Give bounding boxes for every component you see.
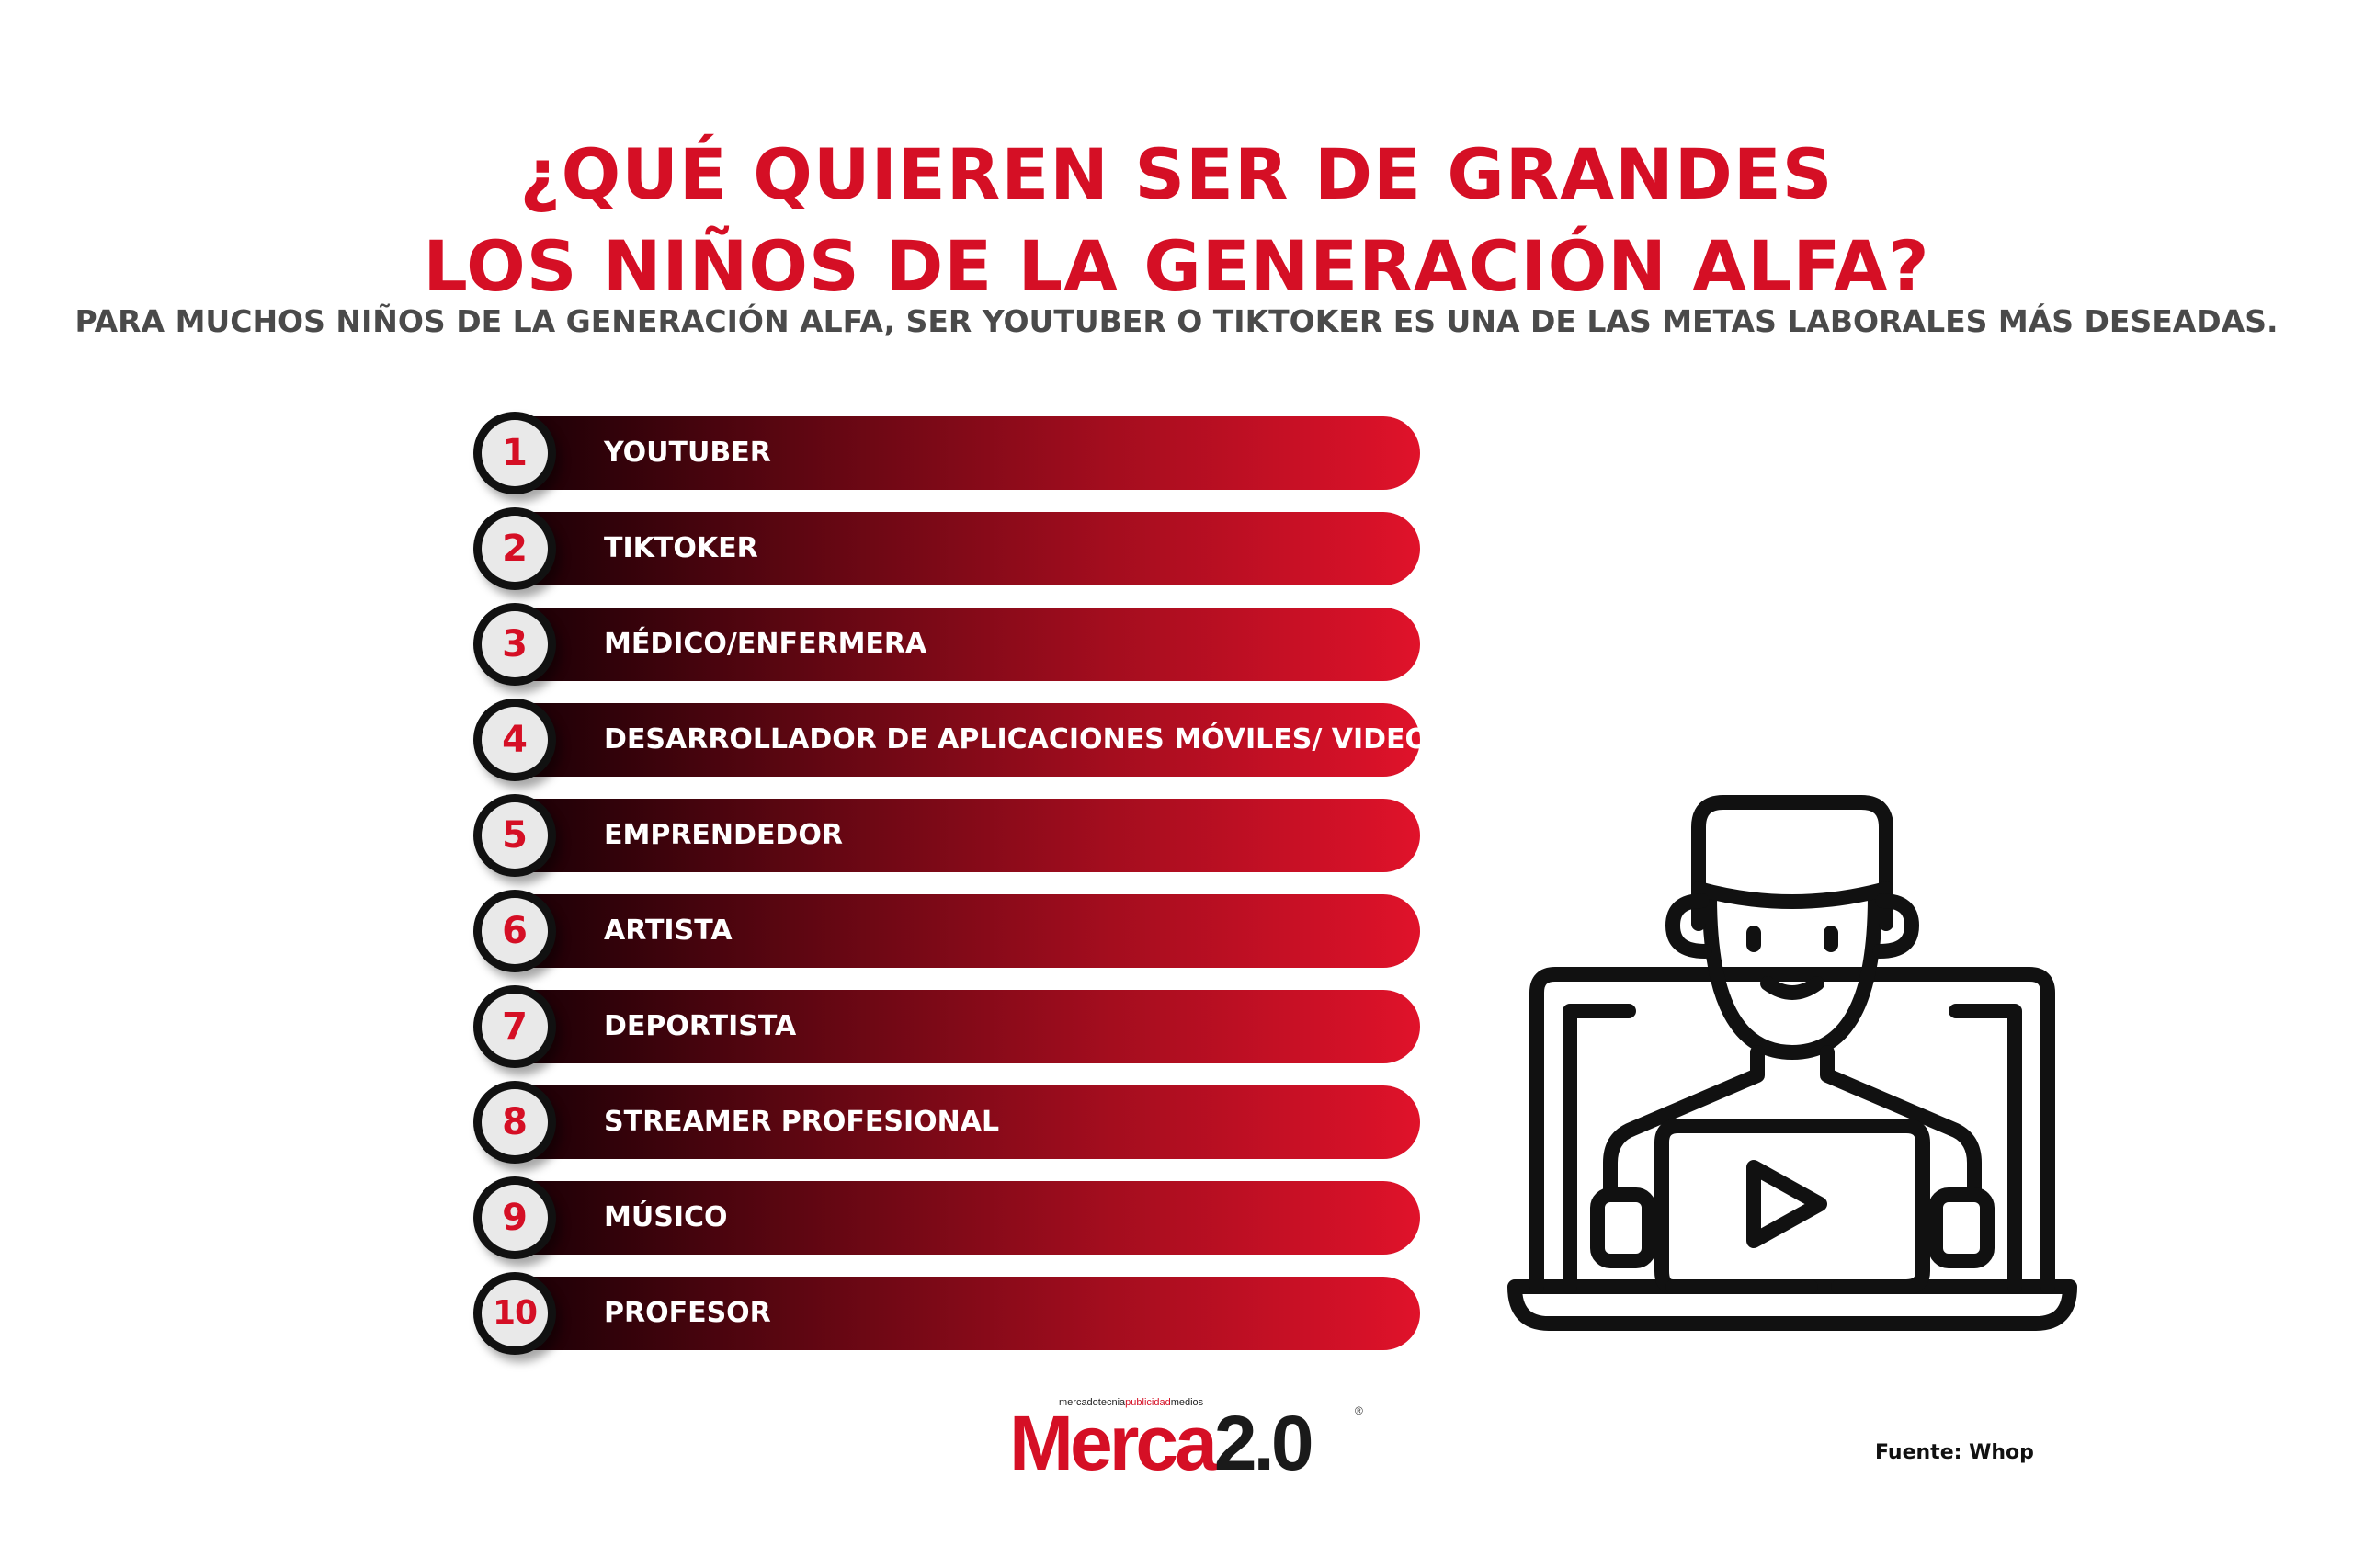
logo-word-version: 2.0 (1213, 1400, 1314, 1486)
rank-number: 7 (482, 994, 548, 1060)
logo-tagline: mercadotecniapublicidadmedios (1059, 1397, 1203, 1408)
ranking-label: DESARROLLADOR DE APLICACIONES MÓVILES/ V… (604, 723, 1546, 756)
title-line-2: LOS NIÑOS DE LA GENERACIÓN ALFA? (423, 225, 1930, 307)
rank-number: 10 (482, 1280, 548, 1346)
logo-tag-part: mercadotecnia (1059, 1397, 1126, 1408)
page-title: ¿QUÉ QUIEREN SER DE GRANDES LOS NIÑOS DE… (0, 129, 2353, 312)
youtuber-laptop-icon (1507, 795, 2077, 1331)
ranking-label: STREAMER PROFESIONAL (604, 1106, 1000, 1138)
source-note: Fuente: Whop (1875, 1441, 2034, 1464)
rank-badge: 5 (473, 794, 556, 877)
ranking-bar (524, 1085, 1420, 1159)
ranking-bar (524, 990, 1420, 1063)
ranking-label: DEPORTISTA (604, 1010, 797, 1042)
ranking-bar (524, 1181, 1420, 1255)
ranking-item: YOUTUBER 1 (473, 412, 1420, 494)
ranking-item: TIKTOKER 2 (473, 507, 1420, 590)
page-subtitle: PARA MUCHOS NIÑOS DE LA GENERACIÓN ALFA,… (74, 303, 2279, 339)
rank-number: 2 (482, 516, 548, 582)
merca-logo: mercadotecniapublicidadmedios Merca2.0 ® (1009, 1397, 1368, 1482)
ranking-label: ARTISTA (604, 915, 733, 947)
ranking-bar (524, 1277, 1420, 1350)
ranking-item: EMPRENDEDOR 5 (473, 794, 1420, 877)
ranking-label: EMPRENDEDOR (604, 819, 843, 851)
rank-badge: 6 (473, 890, 556, 972)
ranking-item: DEPORTISTA 7 (473, 985, 1420, 1068)
ranking-label: MÉDICO/ENFERMERA (604, 628, 927, 660)
ranking-bar (524, 416, 1420, 490)
rank-badge: 2 (473, 507, 556, 590)
rank-number: 3 (482, 611, 548, 677)
ranking-bar (524, 608, 1420, 681)
ranking-label: YOUTUBER (604, 437, 771, 469)
rank-number: 4 (482, 707, 548, 773)
ranking-label: TIKTOKER (604, 532, 758, 564)
rank-badge: 9 (473, 1176, 556, 1259)
ranking-item: MÉDICO/ENFERMERA 3 (473, 603, 1420, 686)
ranking-bar (524, 512, 1420, 585)
registered-mark: ® (1355, 1404, 1363, 1417)
ranking-label: PROFESOR (604, 1297, 771, 1329)
logo-tag-part: publicidad (1125, 1397, 1171, 1408)
rank-badge: 3 (473, 603, 556, 686)
rank-number: 5 (482, 802, 548, 869)
ranking-item: STREAMER PROFESIONAL 8 (473, 1081, 1420, 1164)
ranking-label: MÚSICO (604, 1201, 728, 1233)
ranking-bar (524, 703, 1420, 777)
logo-wordmark: Merca2.0 (1009, 1404, 1314, 1482)
rank-badge: 8 (473, 1081, 556, 1164)
rank-number: 8 (482, 1089, 548, 1155)
ranking-bar (524, 894, 1420, 968)
logo-word-merca: Merca (1009, 1400, 1218, 1486)
rank-badge: 10 (473, 1272, 556, 1355)
logo-tag-part: medios (1170, 1397, 1204, 1408)
rank-number: 6 (482, 898, 548, 964)
rank-badge: 7 (473, 985, 556, 1068)
ranking-item: MÚSICO 9 (473, 1176, 1420, 1259)
rank-badge: 4 (473, 699, 556, 781)
rank-badge: 1 (473, 412, 556, 494)
rank-number: 1 (482, 420, 548, 486)
ranking-bar (524, 799, 1420, 872)
ranking-list: YOUTUBER 1 TIKTOKER 2 MÉDICO/ENFERMERA 3… (473, 412, 1546, 1377)
rank-number: 9 (482, 1185, 548, 1251)
ranking-item: ARTISTA 6 (473, 890, 1420, 972)
ranking-item: DESARROLLADOR DE APLICACIONES MÓVILES/ V… (473, 699, 1546, 781)
ranking-item: PROFESOR 10 (473, 1272, 1420, 1355)
title-line-1: ¿QUÉ QUIEREN SER DE GRANDES (519, 133, 1834, 215)
